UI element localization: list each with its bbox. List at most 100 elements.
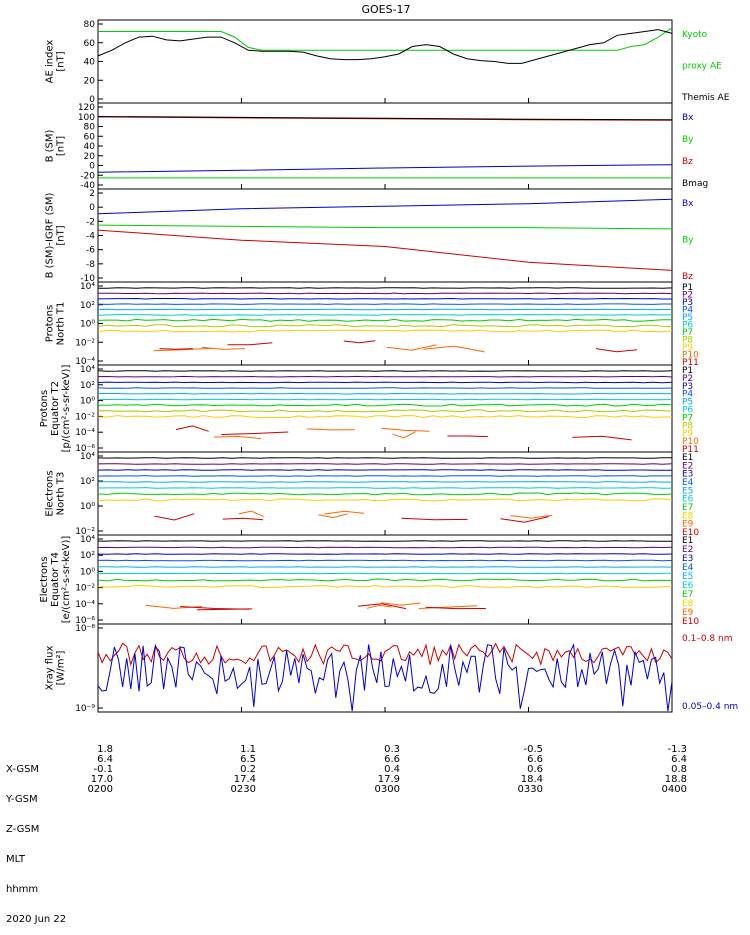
flux-channel-line-7 — [97, 403, 673, 407]
y-tick-label: -4 — [86, 232, 95, 242]
legend-entry: Bx — [682, 199, 694, 209]
flux-channel-fragment-11 — [595, 348, 638, 353]
flux-channel-line-7 — [97, 492, 673, 496]
footer-label: Y-GSM — [6, 794, 38, 805]
panel-frame-ae — [97, 19, 673, 104]
y-axis-label: [nT] — [56, 51, 67, 71]
flux-channel-line-5 — [97, 566, 673, 568]
y-axis-label: Xray flux — [45, 646, 56, 691]
xray-long-wavelength-line — [97, 642, 673, 667]
flux-channel-fragment-10 — [392, 431, 416, 439]
panel-frame-pn — [97, 281, 673, 366]
series-line-bsmigrf-by — [97, 224, 673, 230]
y-tick-label: 10² — [80, 477, 95, 487]
panel-frame-bsmigrf — [97, 188, 673, 283]
flux-channel-line-7 — [97, 318, 672, 322]
footer-value: 6.4 — [97, 754, 113, 765]
flux-channel-line-3 — [97, 297, 672, 300]
y-tick-label: 2 — [89, 189, 95, 199]
footer-value: 0.3 — [384, 744, 400, 755]
legend-entry: P6 — [682, 321, 693, 331]
flux-channel-fragment-10 — [306, 428, 355, 431]
footer-column: 0.3 6.6 0.4 17.9 0300 — [370, 745, 400, 795]
y-tick-label: 10⁴ — [80, 535, 95, 545]
flux-channel-line-9 — [98, 415, 672, 419]
y-axis-label: [W/m²] — [56, 650, 67, 685]
y-tick-label: 10⁻⁴ — [75, 600, 95, 610]
legend-entry: E8 — [682, 511, 694, 521]
y-axis-label: [nT] — [56, 225, 67, 245]
y-tick-label: 10⁻² — [75, 412, 95, 422]
flux-channel-fragment-10 — [201, 346, 246, 350]
legend-entry: 0.05–0.4 nm — [682, 702, 738, 712]
y-axis-label: North T1 — [56, 302, 67, 346]
flux-channel-fragment-11 — [175, 425, 209, 432]
legend-entry: E8 — [682, 599, 694, 609]
footer-value: 0.6 — [527, 764, 543, 775]
footer-row-labels: X-GSM Y-GSM Z-GSM MLT hhmm 2020 Jun 22 — [6, 745, 66, 935]
flux-channel-line-8 — [97, 324, 673, 328]
legend-entry: E10 — [682, 528, 699, 538]
flux-channel-line-6 — [97, 572, 672, 575]
legend-entry: P1 — [682, 366, 693, 376]
y-tick-label: 80 — [84, 123, 96, 133]
y-tick-label: 10⁻⁸ — [75, 624, 95, 634]
y-axis-label: B (SM) — [45, 129, 56, 162]
legend-entry: E1 — [682, 536, 693, 546]
legend-entry: 0.1–0.8 nm — [682, 634, 732, 644]
flux-channel-fragment-9 — [381, 602, 421, 606]
legend-entry: E3 — [682, 554, 693, 564]
y-tick-label: 0 — [89, 95, 95, 105]
legend-entry: P4 — [682, 306, 693, 316]
legend-entry: P5 — [682, 398, 693, 408]
flux-channel-line-5 — [97, 481, 673, 483]
legend-entry: P2 — [682, 291, 693, 301]
footer-value: 18.8 — [664, 774, 687, 785]
flux-channel-line-6 — [97, 314, 673, 316]
footer-value: 0200 — [87, 784, 113, 795]
xray-short-wavelength-line — [97, 643, 673, 712]
footer-value: 0330 — [517, 784, 543, 795]
footer-value: 0.2 — [240, 764, 256, 775]
footer-column: -0.5 6.6 0.6 18.4 0330 — [513, 745, 543, 795]
legend-entry: E7 — [682, 503, 693, 513]
flux-channel-line-8 — [97, 498, 673, 502]
y-tick-label: 0 — [89, 203, 95, 213]
flux-channel-fragment-10 — [196, 608, 253, 611]
flux-channel-line-5 — [97, 392, 673, 395]
legend-entry: P8 — [682, 336, 693, 346]
y-axis-label: Electrons — [39, 556, 50, 602]
y-tick-label: 10⁰ — [80, 397, 95, 407]
flux-channel-fragment-10 — [425, 606, 486, 610]
footer-label: X-GSM — [6, 764, 40, 775]
footer-value: 6.4 — [671, 754, 687, 765]
footer-label: hhmm — [6, 884, 39, 895]
flux-channel-fragment-10 — [500, 516, 549, 523]
y-tick-label: 80 — [84, 20, 96, 30]
legend-entry: P10 — [682, 351, 699, 361]
flux-channel-line-1 — [97, 457, 673, 459]
y-tick-label: -10 — [80, 274, 95, 284]
series-line-ae-kyoto — [98, 27, 673, 51]
flux-channel-fragment-9 — [238, 510, 264, 517]
y-tick-label: 10⁴ — [80, 452, 95, 462]
legend-entry: Themis AE — [681, 93, 730, 103]
flux-channel-fragment-10 — [153, 347, 213, 352]
legend-entry: E10 — [682, 617, 699, 627]
footer-value: 6.6 — [384, 754, 400, 765]
footer-column: 1.8 6.4 -0.1 17.0 0200 — [83, 745, 113, 795]
y-axis-label: B (SM)-IGRF (SM) — [45, 193, 56, 279]
y-tick-label: 10⁻² — [75, 527, 95, 537]
flux-channel-fragment-10 — [423, 345, 485, 353]
y-axis-label: North T3 — [56, 472, 67, 516]
flux-channel-line-5 — [97, 308, 672, 311]
y-tick-label: 10⁰ — [80, 320, 95, 330]
flux-channel-fragment-9 — [418, 605, 478, 609]
legend-entry: E9 — [682, 520, 694, 530]
y-tick-label: 10⁴ — [80, 282, 95, 292]
flux-channel-fragment-11 — [227, 342, 273, 346]
legend-entry: E9 — [682, 608, 694, 618]
series-line-bsmigrf-bx — [97, 198, 673, 215]
